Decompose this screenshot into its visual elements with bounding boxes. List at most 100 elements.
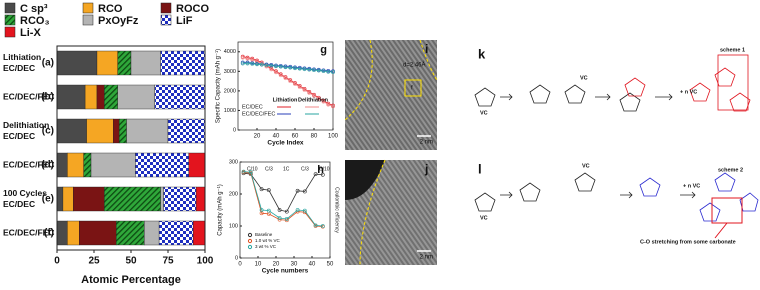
legend-label: PxOyFz [98, 15, 139, 27]
data-point [259, 208, 264, 212]
bar-segment [67, 152, 84, 178]
series-line [242, 63, 334, 73]
y-tick-label: 300 [229, 159, 238, 165]
panel-label: h [317, 164, 324, 176]
data-point [250, 62, 255, 66]
legend-label: C sp³ [20, 3, 48, 15]
legend-label: Li-X [20, 27, 41, 39]
y-tick-label: 0 [235, 255, 238, 261]
bar-segment [90, 152, 136, 178]
bar-segment [126, 118, 169, 144]
data-point [277, 208, 282, 212]
data-point [274, 70, 278, 75]
x-axis-label: Cycle Index [267, 140, 304, 147]
bar-segment [167, 118, 206, 144]
data-point [283, 76, 288, 81]
row-label: EC/DEC/FEC [3, 159, 54, 169]
data-point [269, 67, 274, 72]
bar-segment [117, 84, 155, 110]
legend-label: 3 wt % VC [255, 244, 277, 249]
series-line [242, 62, 334, 72]
lattice-texture [345, 40, 437, 150]
rate-label: C/3 [265, 166, 273, 172]
y-tick-label: 4000 [224, 49, 236, 55]
legend-label: Baseline [255, 232, 273, 237]
row-label: EC/DEC [3, 63, 35, 73]
scheme-text: scheme 2 [718, 167, 743, 173]
category-label: (a) [42, 58, 54, 69]
bar-segment [73, 186, 105, 212]
data-point [312, 68, 316, 73]
bar-segment [56, 152, 68, 178]
scheme-l-structures [474, 172, 696, 212]
y-tick-label: 3000 [224, 69, 236, 75]
data-point [307, 90, 312, 95]
bar-segment [144, 220, 160, 246]
x-axis-label: Cycle numbers [262, 268, 309, 275]
y-tick-label: 200 [229, 191, 238, 197]
x-axis-label: Atomic Percentage [81, 274, 181, 286]
x-tick-label: 20 [254, 134, 261, 140]
data-point [312, 93, 316, 98]
bar-segment [56, 84, 86, 110]
data-point [264, 64, 269, 69]
bar-segment [96, 84, 105, 110]
bar-segment [104, 84, 118, 110]
series-line [243, 171, 323, 227]
x-tick-label: 50 [125, 256, 137, 267]
bar-segment [83, 152, 92, 178]
data-point [283, 65, 288, 70]
x-tick-label: 80 [311, 134, 318, 140]
data-point [321, 99, 326, 104]
x-tick-label: 75 [162, 256, 174, 267]
dark-region [345, 160, 385, 200]
category-label: (d) [41, 160, 54, 171]
legend-label: EC/DEC [242, 104, 263, 110]
y-tick-label: 100 [229, 223, 238, 229]
data-point [307, 67, 312, 72]
y-tick-label: 2000 [224, 88, 236, 94]
scheme-k-structures [474, 84, 673, 112]
data-point [269, 63, 274, 68]
x-tick-label: 10 [255, 262, 262, 268]
data-point [326, 69, 331, 74]
data-point [278, 73, 283, 78]
bar-segment [96, 50, 118, 76]
data-point [266, 208, 271, 213]
bar-segment [86, 118, 114, 144]
boundary [419, 39, 438, 81]
legend-label: 1.0 wt % VC [255, 238, 281, 243]
y-axis-label: Capacity (mAh g⁻¹) [218, 184, 224, 236]
bar-segment [195, 186, 206, 212]
data-point [293, 66, 297, 71]
row-label: EC/DEC [3, 199, 35, 209]
bar-segment [130, 50, 161, 76]
data-point [245, 56, 250, 61]
data-point [331, 104, 335, 109]
x-tick-label: 60 [292, 134, 299, 140]
data-point [259, 187, 264, 192]
y-axis-label: Specific Capacity (mAh g⁻¹) [216, 49, 222, 123]
scheme-text: C-O stretching from some carbonate [640, 239, 736, 245]
category-label: (b) [41, 92, 54, 103]
data-point [321, 69, 326, 74]
data-point [259, 62, 264, 67]
legend-swatch [82, 2, 94, 14]
legend-label: EC/DEC/FEC [242, 111, 275, 117]
bar-segment [160, 186, 164, 212]
series-line [243, 171, 323, 228]
category-label: (f) [44, 228, 54, 239]
data-point [274, 64, 278, 69]
data-point [255, 59, 259, 64]
x-tick-label: 100 [197, 256, 214, 267]
data-point [241, 169, 246, 174]
data-point [288, 65, 293, 70]
series-line [242, 57, 334, 107]
bar-segment [62, 186, 74, 212]
rate-label: C/10 [319, 166, 330, 172]
category-label: (c) [42, 126, 54, 137]
image-annotation: 2 nm [420, 255, 433, 261]
data-point [240, 61, 245, 66]
legend-swatch [4, 26, 16, 38]
